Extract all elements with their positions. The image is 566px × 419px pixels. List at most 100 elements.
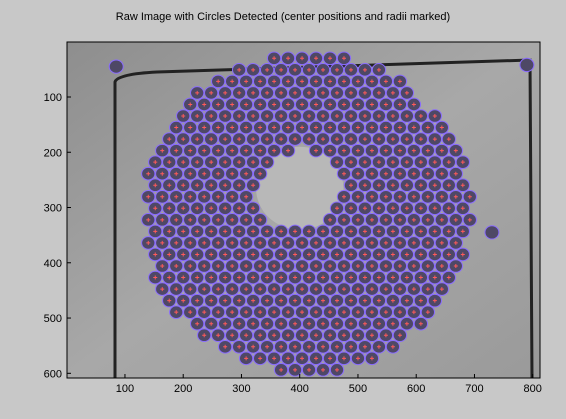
detected-circle: [156, 237, 169, 250]
detected-circle: [337, 260, 350, 273]
detected-circle: [184, 98, 197, 111]
detected-circle: [351, 214, 364, 227]
detected-circle: [414, 110, 427, 123]
detected-circle: [219, 110, 232, 123]
detected-circle: [212, 121, 225, 134]
detected-circle: [281, 352, 294, 365]
detected-circle: [295, 75, 308, 88]
detected-circle: [330, 156, 343, 169]
detected-circle: [358, 294, 371, 307]
detected-circle: [302, 340, 315, 353]
detected-circle: [442, 133, 455, 146]
detected-circle: [212, 214, 225, 227]
detected-circle: [156, 190, 169, 203]
detected-circle: [316, 340, 329, 353]
detected-circle: [205, 317, 218, 330]
detected-circle: [288, 248, 301, 261]
detected-circle: [449, 144, 462, 157]
detected-circle: [428, 133, 441, 146]
detected-circle: [442, 202, 455, 215]
detected-circle: [400, 110, 413, 123]
detected-circle: [372, 64, 385, 77]
y-tick-label: 600: [44, 368, 62, 380]
detected-circle: [212, 306, 225, 319]
detected-circle: [239, 121, 252, 134]
detected-circle: [351, 144, 364, 157]
detected-circle: [142, 190, 155, 203]
detected-circle: [414, 271, 427, 284]
detected-circle: [295, 283, 308, 296]
detected-circle: [219, 294, 232, 307]
detected-circle: [407, 214, 420, 227]
detected-circle: [295, 98, 308, 111]
detected-circle: [372, 340, 385, 353]
detected-circle: [281, 144, 294, 157]
detected-circle: [198, 283, 211, 296]
detected-circle: [330, 202, 343, 215]
x-tick-label: 300: [232, 383, 250, 395]
detected-circle: [337, 214, 350, 227]
x-tick-label: 800: [524, 383, 542, 395]
detected-circle: [239, 306, 252, 319]
detected-circle: [435, 167, 448, 180]
detected-circle: [358, 87, 371, 100]
detected-circle: [191, 225, 204, 238]
detected-circle: [198, 190, 211, 203]
detected-circle: [428, 202, 441, 215]
detected-circle: [421, 306, 434, 319]
detected-circle: [281, 98, 294, 111]
detected-circle: [407, 260, 420, 273]
detected-circle: [337, 144, 350, 157]
detected-circle: [191, 294, 204, 307]
detected-circle: [232, 271, 245, 284]
detected-circle: [435, 260, 448, 273]
detected-circle: [330, 294, 343, 307]
detected-circle: [226, 214, 239, 227]
detected-circle: [149, 202, 162, 215]
detected-circle: [351, 306, 364, 319]
detected-circle: [344, 248, 357, 261]
detected-circle: [267, 329, 280, 342]
detected-circle: [212, 260, 225, 273]
detected-circle: [379, 237, 392, 250]
detected-circle: [337, 306, 350, 319]
detected-circle: [274, 340, 287, 353]
detected-circle: [149, 225, 162, 238]
detected-circle: [414, 179, 427, 192]
detected-circle: [414, 294, 427, 307]
detected-circle: [170, 283, 183, 296]
detected-circle: [177, 179, 190, 192]
detected-circle: [421, 214, 434, 227]
detected-circle: [191, 248, 204, 261]
detected-circle: [309, 98, 322, 111]
detected-circle: [407, 167, 420, 180]
detected-circle: [365, 75, 378, 88]
detected-circle: [246, 202, 259, 215]
detected-circle: [232, 294, 245, 307]
detected-circle: [365, 121, 378, 134]
detected-circle: [295, 121, 308, 134]
detected-circle: [442, 271, 455, 284]
detected-circle: [344, 179, 357, 192]
detected-circle: [163, 271, 176, 284]
detected-circle: [365, 260, 378, 273]
detected-circle: [456, 179, 469, 192]
detected-circle: [246, 64, 259, 77]
detected-circle: [351, 121, 364, 134]
detected-circle: [232, 156, 245, 169]
detected-circle: [163, 156, 176, 169]
detected-circle: [198, 329, 211, 342]
detected-circle: [393, 260, 406, 273]
detected-circle: [344, 340, 357, 353]
detected-circle: [246, 133, 259, 146]
detected-circle: [358, 156, 371, 169]
detected-circle: [414, 317, 427, 330]
detected-circle: [226, 237, 239, 250]
detected-circle: [379, 214, 392, 227]
detected-circle: [337, 190, 350, 203]
detected-circle: [267, 98, 280, 111]
detected-circle: [239, 237, 252, 250]
detected-circle: [205, 248, 218, 261]
detected-circle: [372, 110, 385, 123]
detected-circle: [400, 87, 413, 100]
